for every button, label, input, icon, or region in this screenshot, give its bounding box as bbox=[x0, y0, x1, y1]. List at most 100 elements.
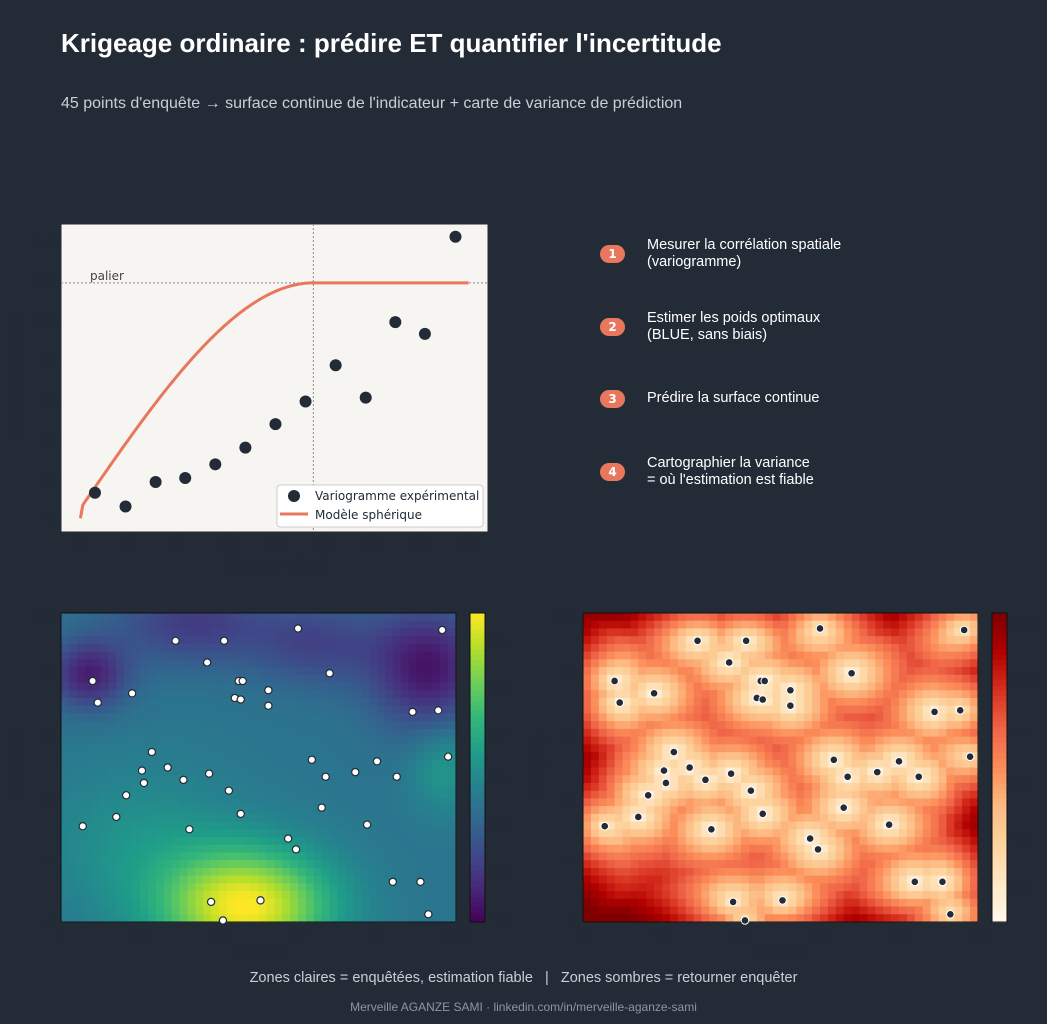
heatmap-cell bbox=[906, 790, 916, 799]
heatmap-cell bbox=[843, 782, 853, 792]
heatmap-cell bbox=[930, 667, 940, 676]
colorbar-frame bbox=[991, 612, 1008, 923]
heatmap-cell bbox=[677, 721, 687, 730]
heatmap-cell bbox=[203, 728, 212, 738]
heatmap-cell bbox=[369, 875, 378, 884]
heatmap-cell bbox=[195, 852, 204, 861]
heatmap-cell bbox=[305, 852, 315, 861]
heatmap-cell bbox=[914, 821, 924, 830]
heatmap-cell bbox=[353, 906, 362, 915]
heatmap-cell bbox=[163, 736, 173, 745]
colorbar-tick-label: 120 bbox=[1014, 620, 1035, 633]
survey-point bbox=[171, 636, 180, 646]
heatmap-cell bbox=[827, 667, 837, 676]
heatmap-cell bbox=[693, 844, 703, 854]
heatmap-cell bbox=[646, 643, 655, 653]
heatmap-cell bbox=[867, 697, 876, 707]
heatmap-cell bbox=[835, 806, 845, 815]
heatmap-cell bbox=[598, 844, 608, 854]
heatmap-cell bbox=[796, 837, 805, 846]
heatmap-cell bbox=[226, 860, 236, 869]
colorbar-segment bbox=[470, 669, 485, 676]
heatmap-cell bbox=[654, 690, 663, 699]
heatmap-cell bbox=[171, 613, 181, 622]
heatmap-cell bbox=[764, 782, 774, 792]
heatmap-cell bbox=[685, 898, 695, 908]
heatmap-cell bbox=[962, 682, 971, 691]
heatmap-cell bbox=[203, 867, 212, 877]
heatmap-cell bbox=[163, 883, 173, 892]
heatmap-cell bbox=[962, 891, 971, 900]
heatmap-cell bbox=[662, 674, 671, 684]
heatmap-cell bbox=[883, 674, 892, 684]
heatmap-cell bbox=[930, 728, 940, 738]
heatmap-cell bbox=[313, 867, 323, 877]
heatmap-cell bbox=[384, 806, 394, 815]
heatmap-cell bbox=[108, 782, 117, 792]
colorbar-tick-label: 50 bbox=[492, 865, 506, 878]
heatmap-cell bbox=[84, 728, 94, 738]
heatmap-cell bbox=[796, 906, 805, 915]
heatmap-cell bbox=[155, 759, 165, 769]
survey-point bbox=[786, 701, 795, 711]
heatmap-cell bbox=[954, 844, 963, 854]
heatmap-cell bbox=[132, 852, 141, 861]
heatmap-cell bbox=[780, 620, 789, 630]
heatmap-cell bbox=[416, 860, 425, 869]
heatmap-cell bbox=[282, 713, 291, 722]
heatmap-cell bbox=[804, 782, 813, 792]
heatmap-cell bbox=[780, 736, 789, 745]
heatmap-cell bbox=[646, 821, 655, 830]
heatmap-cell bbox=[321, 875, 331, 884]
heatmap-cell bbox=[234, 914, 244, 923]
heatmap-cell bbox=[384, 775, 394, 784]
heatmap-cell bbox=[219, 752, 228, 761]
heatmap-cell bbox=[954, 875, 963, 884]
heatmap-cell bbox=[305, 883, 315, 892]
heatmap-cell bbox=[76, 837, 86, 846]
heatmap-cell bbox=[859, 713, 868, 722]
heatmap-cell bbox=[132, 713, 141, 722]
heatmap-cell bbox=[922, 651, 932, 660]
heatmap-cell bbox=[369, 636, 378, 645]
heatmap-cell bbox=[899, 813, 908, 823]
heatmap-cell bbox=[851, 844, 861, 854]
heatmap-cell bbox=[725, 713, 734, 722]
heatmap-cell bbox=[630, 651, 639, 660]
heatmap-cell bbox=[662, 829, 671, 838]
heatmap-cell bbox=[100, 628, 109, 637]
heatmap-cell bbox=[392, 837, 402, 846]
survey-point bbox=[206, 897, 216, 907]
heatmap-cell bbox=[606, 682, 616, 691]
heatmap-cell bbox=[741, 821, 750, 830]
heatmap-cell bbox=[195, 829, 204, 838]
heatmap-cell bbox=[709, 860, 718, 869]
colorbar-segment bbox=[992, 819, 1007, 825]
heatmap-cell bbox=[764, 829, 774, 838]
heatmap-cell bbox=[329, 767, 339, 776]
heatmap-cell bbox=[606, 829, 616, 838]
heatmap-cell bbox=[400, 690, 410, 699]
heatmap-cell bbox=[282, 744, 291, 753]
heatmap-cell bbox=[583, 790, 592, 799]
heatmap-cell bbox=[638, 898, 647, 908]
heatmap-cell bbox=[155, 620, 165, 630]
heatmap-cell bbox=[930, 898, 940, 908]
heatmap-cell bbox=[867, 620, 876, 630]
heatmap-cell bbox=[108, 806, 117, 815]
heatmap-cell bbox=[654, 891, 663, 900]
heatmap-cell bbox=[772, 705, 782, 715]
heatmap-cell bbox=[211, 690, 220, 699]
heatmap-cell bbox=[725, 875, 734, 884]
heatmap-cell bbox=[408, 813, 418, 823]
heatmap-cell bbox=[384, 697, 394, 707]
heatmap-cell bbox=[701, 782, 710, 792]
heatmap-cell bbox=[654, 713, 663, 722]
heatmap-cell bbox=[313, 682, 323, 691]
heatmap-cell bbox=[764, 767, 774, 776]
y-tick-label: 40 bbox=[40, 434, 54, 447]
heatmap-cell bbox=[962, 636, 971, 645]
heatmap-cell bbox=[226, 721, 236, 730]
heatmap-cell bbox=[76, 697, 86, 707]
heatmap-cell bbox=[638, 659, 647, 668]
